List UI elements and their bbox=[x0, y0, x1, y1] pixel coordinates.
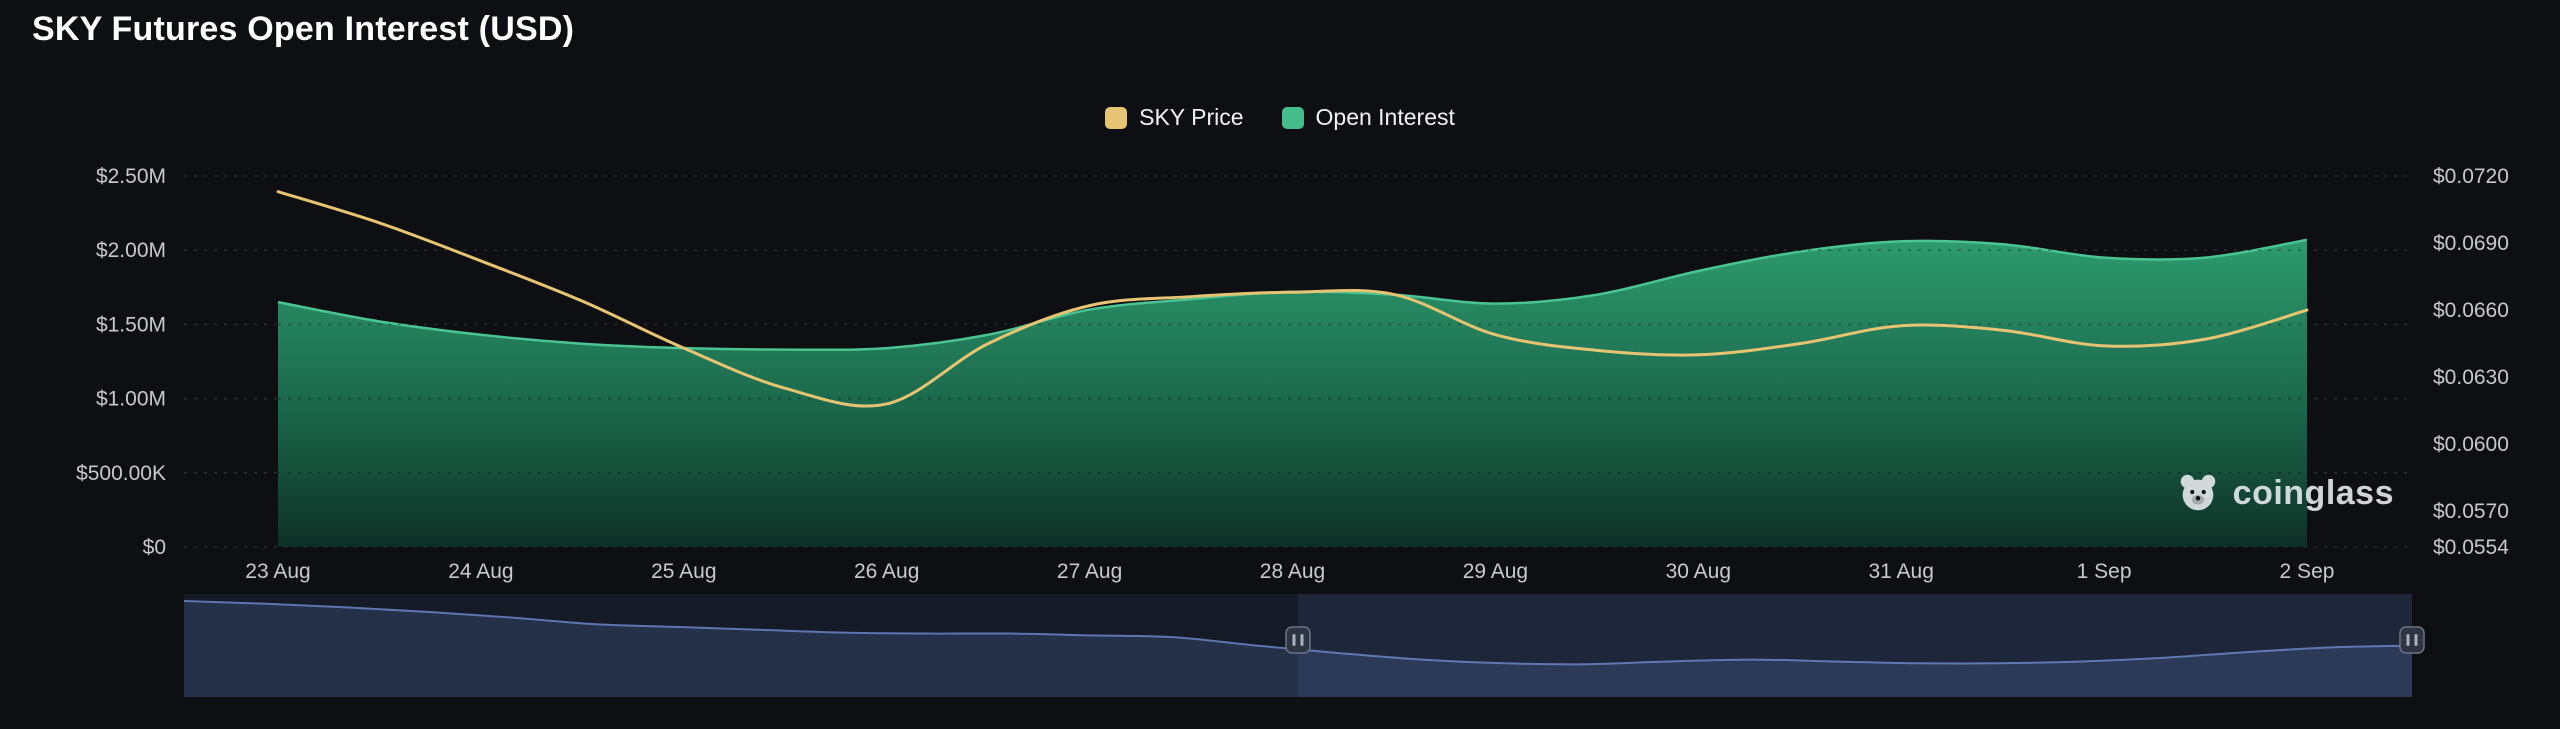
x-axis-tick: 24 Aug bbox=[448, 560, 513, 583]
x-axis-tick: 1 Sep bbox=[2077, 560, 2132, 583]
right-axis-tick: $0.0720 bbox=[2433, 165, 2509, 188]
x-axis-tick: 30 Aug bbox=[1666, 560, 1731, 583]
right-axis-tick: $0.0630 bbox=[2433, 366, 2509, 389]
handle-grip-icon bbox=[2414, 634, 2418, 646]
navigator-selection[interactable] bbox=[1298, 594, 2412, 697]
left-axis-tick: $0 bbox=[143, 536, 166, 559]
x-axis-tick: 23 Aug bbox=[245, 560, 310, 583]
left-axis-tick: $2.50M bbox=[96, 165, 166, 188]
right-axis-tick: $0.0554 bbox=[2433, 536, 2509, 559]
x-axis-tick: 2 Sep bbox=[2280, 560, 2335, 583]
right-axis-tick: $0.0690 bbox=[2433, 232, 2509, 255]
navigator-handle-right[interactable] bbox=[2399, 626, 2425, 654]
x-axis-tick: 27 Aug bbox=[1057, 560, 1122, 583]
right-axis-tick: $0.0660 bbox=[2433, 299, 2509, 322]
legend-label-sky-price: SKY Price bbox=[1139, 104, 1244, 130]
legend-label-open-interest: Open Interest bbox=[1315, 104, 1455, 130]
handle-grip-icon bbox=[1300, 634, 1304, 646]
right-axis-tick: $0.0600 bbox=[2433, 433, 2509, 456]
open-interest-area bbox=[278, 239, 2307, 547]
coinglass-watermark: coinglass bbox=[2175, 470, 2394, 516]
legend-item-open-interest[interactable]: Open Interest bbox=[1281, 104, 1455, 131]
legend: SKY Price Open Interest bbox=[0, 104, 2560, 131]
x-axis-tick: 26 Aug bbox=[854, 560, 919, 583]
left-axis-tick: $1.00M bbox=[96, 388, 166, 411]
x-axis-tick: 31 Aug bbox=[1868, 560, 1933, 583]
right-axis-tick: $0.0570 bbox=[2433, 500, 2509, 523]
x-axis-tick: 25 Aug bbox=[651, 560, 716, 583]
left-axis-tick: $500.00K bbox=[76, 462, 166, 485]
left-axis-tick: $2.00M bbox=[96, 239, 166, 262]
legend-swatch-open-interest bbox=[1281, 106, 1304, 129]
left-axis-tick: $1.50M bbox=[96, 313, 166, 336]
sky-price-line bbox=[276, 190, 2309, 408]
navigator-area bbox=[184, 601, 2412, 697]
coinglass-logo-icon bbox=[2180, 474, 2215, 511]
x-axis-tick: 29 Aug bbox=[1463, 560, 1528, 583]
x-axis-tick: 28 Aug bbox=[1260, 560, 1325, 583]
handle-grip-icon bbox=[2406, 634, 2410, 646]
legend-swatch-sky-price bbox=[1105, 106, 1128, 129]
handle-grip-icon bbox=[1292, 634, 1296, 646]
page-title: SKY Futures Open Interest (USD) bbox=[32, 10, 575, 48]
navigator-handle-left[interactable] bbox=[1285, 626, 1311, 654]
coinglass-wordmark: coinglass bbox=[2232, 473, 2394, 512]
legend-item-sky-price[interactable]: SKY Price bbox=[1105, 104, 1244, 131]
